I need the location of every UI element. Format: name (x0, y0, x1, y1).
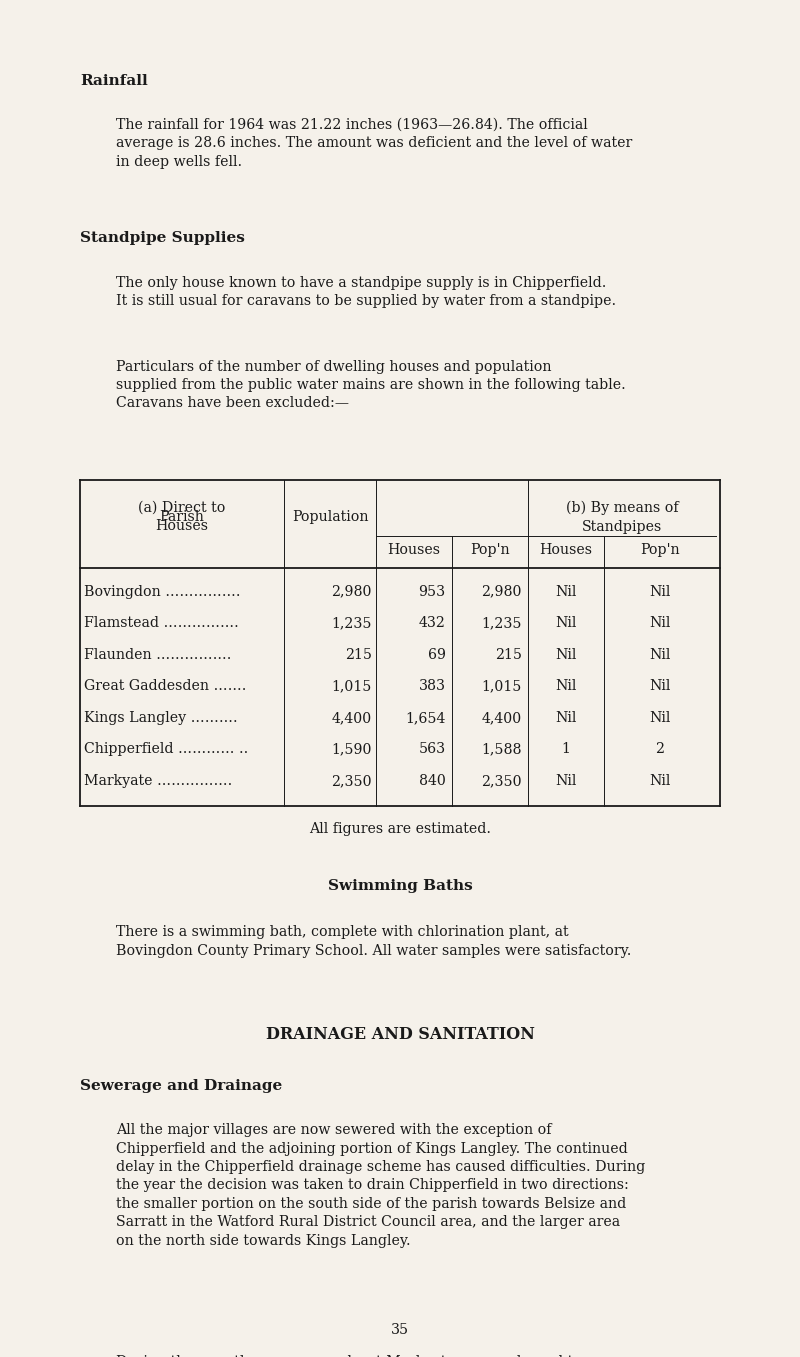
Text: 1,015: 1,015 (332, 680, 372, 693)
Text: Nil: Nil (555, 711, 577, 725)
Text: 563: 563 (418, 742, 446, 756)
Text: 1,590: 1,590 (331, 742, 372, 756)
Text: Nil: Nil (555, 773, 577, 788)
Text: 1: 1 (562, 742, 570, 756)
Text: Flamstead …………….: Flamstead ……………. (84, 616, 238, 630)
Text: All the major villages are now sewered with the exception of
Chipperfield and th: All the major villages are now sewered w… (116, 1124, 646, 1247)
Text: Sewerage and Drainage: Sewerage and Drainage (80, 1079, 282, 1092)
Text: Kings Langley ……….: Kings Langley ………. (84, 711, 238, 725)
Text: Standpipe Supplies: Standpipe Supplies (80, 231, 245, 246)
Text: (a) Direct to
Houses: (a) Direct to Houses (138, 501, 226, 533)
Text: 215: 215 (345, 647, 372, 662)
Text: Bovingdon …………….: Bovingdon ……………. (84, 585, 241, 598)
Text: 840: 840 (418, 773, 446, 788)
Text: 383: 383 (418, 680, 446, 693)
Text: 2,980: 2,980 (481, 585, 522, 598)
Text: Population: Population (292, 510, 368, 524)
Text: Markyate …………….: Markyate ……………. (84, 773, 232, 788)
Text: The only house known to have a standpipe supply is in Chipperfield.
It is still : The only house known to have a standpipe… (116, 275, 616, 308)
Text: 1,654: 1,654 (406, 711, 446, 725)
Text: Rainfall: Rainfall (80, 73, 148, 88)
Text: Swimming Baths: Swimming Baths (328, 879, 472, 893)
Text: Chipperfield ………… ..: Chipperfield ………… .. (84, 742, 248, 756)
Text: 2,350: 2,350 (481, 773, 522, 788)
Text: 2,350: 2,350 (331, 773, 372, 788)
Text: 2,980: 2,980 (331, 585, 372, 598)
Text: 1,015: 1,015 (482, 680, 522, 693)
Text: 35: 35 (391, 1323, 409, 1337)
Text: Nil: Nil (650, 585, 670, 598)
Text: Nil: Nil (555, 616, 577, 630)
Text: 69: 69 (427, 647, 446, 662)
Text: Nil: Nil (555, 680, 577, 693)
Text: Nil: Nil (650, 647, 670, 662)
Text: 4,400: 4,400 (332, 711, 372, 725)
Text: Nil: Nil (650, 680, 670, 693)
Text: Nil: Nil (555, 585, 577, 598)
Text: Pop'n: Pop'n (640, 543, 680, 556)
Text: Parish: Parish (159, 510, 205, 524)
Text: 1,235: 1,235 (331, 616, 372, 630)
Text: Houses: Houses (387, 543, 441, 556)
Text: 215: 215 (494, 647, 522, 662)
Text: There is a swimming bath, complete with chlorination plant, at
Bovingdon County : There is a swimming bath, complete with … (116, 925, 631, 958)
Text: Nil: Nil (650, 773, 670, 788)
Text: Particulars of the number of dwelling houses and population
supplied from the pu: Particulars of the number of dwelling ho… (116, 360, 626, 410)
Text: (b) By means of
Standpipes: (b) By means of Standpipes (566, 501, 678, 533)
Text: DRAINAGE AND SANITATION: DRAINAGE AND SANITATION (266, 1026, 534, 1044)
Text: 953: 953 (418, 585, 446, 598)
Text: All figures are estimated.: All figures are estimated. (309, 822, 491, 836)
Text: Nil: Nil (650, 711, 670, 725)
Text: The rainfall for 1964 was 21.22 inches (1963—26.84). The official
average is 28.: The rainfall for 1964 was 21.22 inches (… (116, 118, 632, 168)
Text: Nil: Nil (650, 616, 670, 630)
Text: During the year the sewage works at Markyate were enlarged to
take sewage from t: During the year the sewage works at Mark… (116, 1354, 644, 1357)
Text: 432: 432 (418, 616, 446, 630)
Text: Houses: Houses (539, 543, 593, 556)
Text: Pop'n: Pop'n (470, 543, 510, 556)
Text: Flaunden …………….: Flaunden ……………. (84, 647, 231, 662)
Text: 1,588: 1,588 (481, 742, 522, 756)
Text: 2: 2 (655, 742, 665, 756)
Text: Great Gaddesden …….: Great Gaddesden ……. (84, 680, 246, 693)
Text: 4,400: 4,400 (482, 711, 522, 725)
Text: Nil: Nil (555, 647, 577, 662)
Text: 1,235: 1,235 (481, 616, 522, 630)
